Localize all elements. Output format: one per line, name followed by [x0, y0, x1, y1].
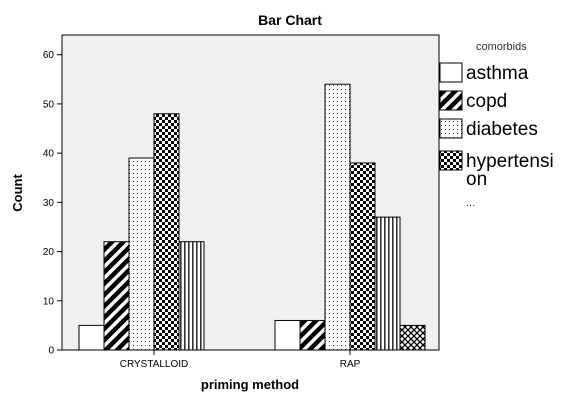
legend-label: asthma [466, 63, 529, 84]
bar-crystalloid-diabetes [128, 157, 155, 351]
y-axis: 0 10 20 30 40 50 60 [43, 50, 62, 357]
x-axis-title: priming method [201, 377, 299, 392]
legend-more: ... [466, 197, 475, 209]
legend-swatch [439, 90, 463, 111]
legend: comorbids asthma copd diabetes hypertension… [439, 41, 554, 209]
bar-crystalloid-copd [103, 241, 130, 351]
legend-label: diabetes [466, 119, 538, 140]
legend-swatch [439, 62, 463, 83]
x-tick-label: RAP [340, 359, 361, 370]
bar-rap-series-6 [399, 324, 426, 351]
legend-title: comorbids [476, 41, 527, 53]
legend-label: on [466, 169, 487, 190]
legend-swatch [439, 150, 463, 171]
x-tick-label: CRYSTALLOID [120, 359, 189, 370]
y-tick-label: 0 [48, 346, 54, 357]
bar-crystalloid-series-5 [178, 241, 205, 351]
y-tick-label: 10 [43, 296, 55, 307]
x-axis: CRYSTALLOID RAP [120, 350, 361, 370]
legend-label: hypertensi [466, 151, 554, 172]
y-tick-label: 50 [43, 99, 55, 110]
bars [78, 83, 426, 351]
y-tick-label: 30 [43, 198, 55, 209]
legend-swatch [439, 118, 463, 139]
bar-rap-asthma [274, 319, 301, 351]
bar-crystalloid-hypertension [153, 113, 180, 351]
bar-rap-series-5 [374, 216, 401, 351]
bar-rap-copd [299, 319, 326, 351]
chart-title: Bar Chart [258, 12, 322, 28]
bar-crystalloid-asthma [78, 324, 105, 351]
bar-rap-diabetes [324, 83, 351, 351]
y-tick-label: 40 [43, 149, 55, 160]
legend-label: copd [466, 91, 507, 112]
y-tick-label: 20 [43, 247, 55, 258]
y-tick-label: 60 [43, 50, 55, 61]
y-axis-title: Count [10, 174, 25, 212]
bar-rap-hypertension [349, 162, 376, 351]
